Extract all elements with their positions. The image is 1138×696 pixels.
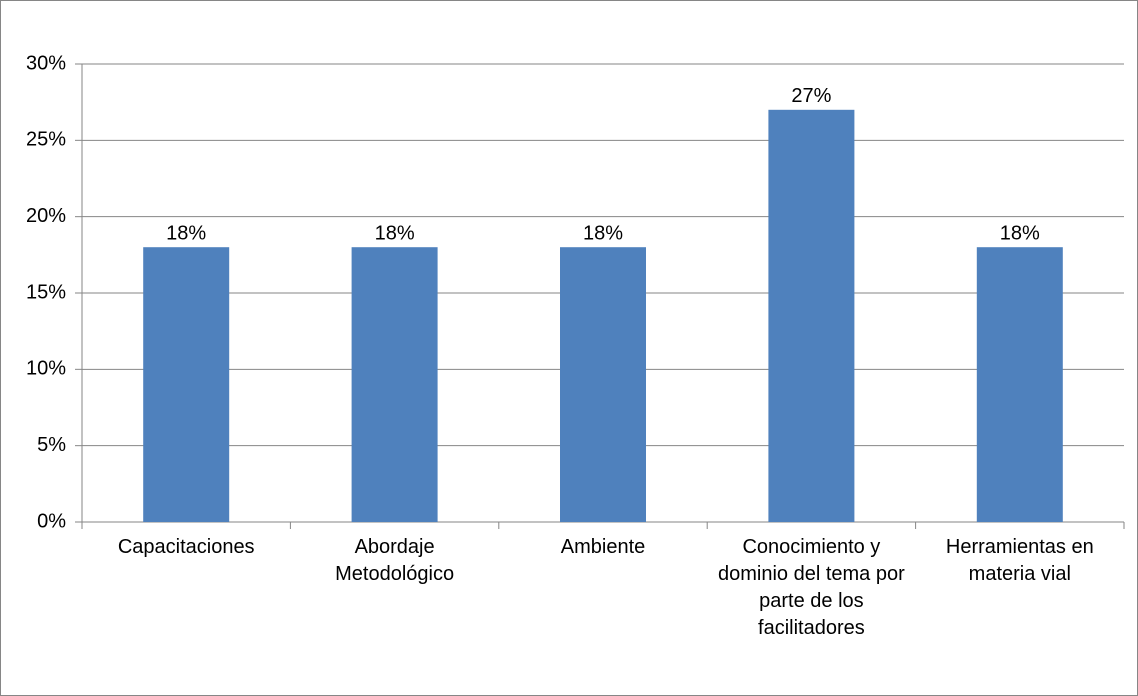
bar — [351, 247, 438, 522]
x-tick-label: Ambiente — [560, 536, 646, 558]
data-label: 27% — [791, 85, 831, 107]
bar — [560, 247, 646, 522]
data-label: 18% — [166, 222, 206, 244]
y-tick-label: 15% — [26, 281, 66, 303]
y-tick-label: 5% — [37, 434, 66, 456]
data-label: 18% — [375, 222, 415, 244]
bar — [768, 109, 855, 523]
y-tick-label: 10% — [26, 358, 66, 380]
y-tick-label: 30% — [26, 52, 66, 74]
x-tick-label: Conocimiento y dominio del tema por part… — [718, 536, 905, 639]
bar — [143, 247, 230, 522]
y-tick-label: 20% — [26, 205, 66, 227]
bar — [976, 247, 1063, 522]
y-tick-label: 0% — [37, 510, 66, 532]
x-tick-label: Capacitaciones — [117, 536, 255, 558]
data-label: 18% — [583, 222, 623, 244]
data-label: 18% — [1000, 222, 1040, 244]
x-tick-label: Abordaje Metodológico — [335, 536, 455, 585]
y-tick-label: 25% — [26, 129, 66, 151]
x-tick-label: Herramientas en materia vial — [945, 536, 1094, 585]
